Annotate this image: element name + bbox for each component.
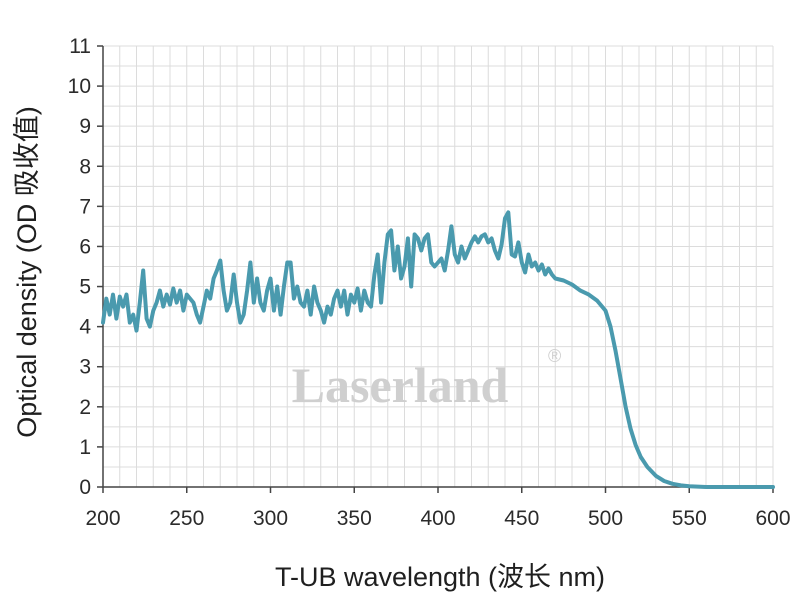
axes: [97, 45, 774, 493]
x-tick-label: 300: [253, 507, 288, 530]
x-tick-label: 450: [504, 507, 539, 530]
watermark-logo: Laserland: [292, 357, 509, 413]
x-axis-label: T-UB wavelength (波长 nm): [275, 562, 605, 592]
x-tick-labels: 200 250 300 350 400 450 500 550 600: [85, 507, 790, 530]
y-tick-label: 2: [79, 396, 91, 419]
x-tick-label: 400: [420, 507, 455, 530]
y-tick-label: 9: [79, 115, 91, 138]
watermark-registered-mark: ®: [548, 346, 561, 366]
y-tick-labels: 0 1 2 3 4 5 6 7 8 9 10 11: [68, 35, 92, 499]
grid: [102, 45, 774, 488]
x-tick-label: 500: [588, 507, 623, 530]
series-layer: [101, 210, 775, 489]
x-tick-label: 250: [169, 507, 204, 530]
y-tick-label: 11: [69, 35, 91, 58]
y-tick-label: 6: [79, 235, 91, 258]
x-tick-label: 550: [672, 507, 707, 530]
y-axis-label: Optical density (OD 吸收值): [12, 106, 42, 438]
y-tick-label: 4: [79, 316, 91, 339]
x-tick-label: 600: [755, 507, 790, 530]
y-tick-label: 3: [79, 356, 91, 379]
y-tick-label: 5: [79, 276, 91, 299]
y-tick-label: 0: [79, 476, 91, 499]
y-tick-label: 7: [79, 195, 91, 218]
y-tick-label: 10: [68, 75, 91, 98]
series-line-1: [101, 210, 775, 489]
y-tick-label: 8: [79, 155, 91, 178]
x-tick-label: 200: [85, 507, 120, 530]
y-tick-label: 1: [79, 436, 91, 459]
x-tick-label: 350: [337, 507, 372, 530]
